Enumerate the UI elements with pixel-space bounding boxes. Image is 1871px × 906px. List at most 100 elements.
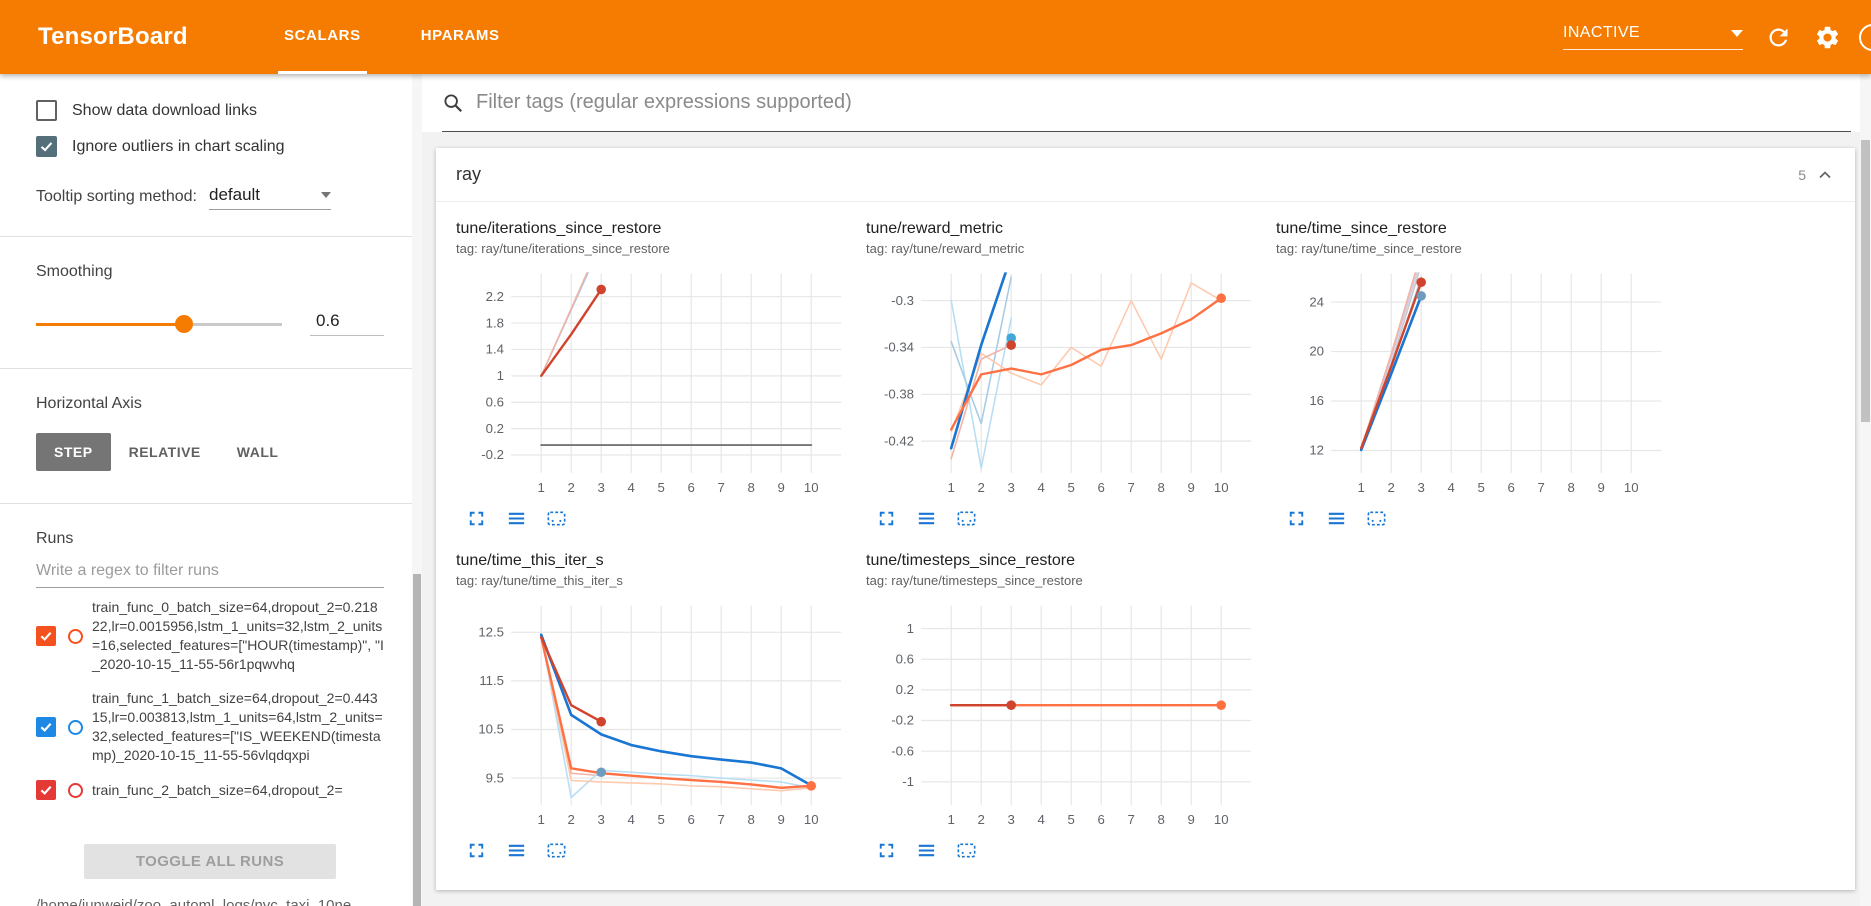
run-name: train_func_0_batch_size=64,dropout_2=0.2… <box>92 599 384 672</box>
svg-text:9: 9 <box>1188 812 1195 827</box>
svg-text:2: 2 <box>568 480 575 495</box>
settings-button[interactable] <box>1814 24 1841 51</box>
horizontal-axis-label: Horizontal Axis <box>36 395 142 412</box>
sidebar-scrollbar-thumb[interactable] <box>413 574 421 906</box>
svg-text:4: 4 <box>1038 812 1045 827</box>
main-scrollbar-thumb[interactable] <box>1861 140 1870 422</box>
run-checkbox[interactable] <box>36 626 56 646</box>
svg-text:7: 7 <box>1128 812 1135 827</box>
run-isolate-radio[interactable] <box>68 782 83 798</box>
run-isolate-radio[interactable] <box>68 719 83 735</box>
run-checkbox[interactable] <box>36 717 56 737</box>
line-chart-plot[interactable]: 9.5 10.5 11.5 12.5 1 2 3 4 5 6 7 8 9 10 <box>456 596 852 836</box>
expand-chart-icon[interactable] <box>875 507 898 530</box>
slider-track <box>36 322 282 326</box>
fit-domain-icon[interactable] <box>1365 507 1388 530</box>
tab-bar: SCALARS HPARAMS <box>278 0 554 74</box>
run-row[interactable]: train_func_2_batch_size=64,dropout_2= <box>36 780 384 800</box>
tag-filter-row <box>422 74 1871 132</box>
svg-text:0.2: 0.2 <box>486 421 504 436</box>
fit-domain-icon[interactable] <box>545 839 568 862</box>
checkbox-label: Ignore outliers in chart scaling <box>72 137 285 155</box>
svg-text:4: 4 <box>628 480 635 495</box>
ray-section-card: ray 5 tune/iterations_since_restore tag: … <box>436 148 1855 890</box>
line-chart-plot[interactable]: -0.42 -0.38 -0.34 -0.3 1 2 3 4 5 6 7 8 9 10 <box>866 264 1262 504</box>
tab-hparams[interactable]: HPARAMS <box>420 27 500 44</box>
chart-toolbar <box>1276 507 1672 530</box>
line-chart-plot[interactable]: -1 -0.6 -0.2 0.2 0.6 1 1 2 3 4 5 6 7 8 9 10 <box>866 596 1262 836</box>
data-status-value: INACTIVE <box>1563 24 1640 41</box>
run-row[interactable]: train_func_1_batch_size=64,dropout_2=0.4… <box>36 689 384 765</box>
svg-text:9.5: 9.5 <box>486 770 504 785</box>
runs-filter-input[interactable] <box>36 552 384 588</box>
run-selector-icon[interactable] <box>915 839 938 862</box>
chart-tag-subtitle: tag: ray/tune/timesteps_since_restore <box>866 573 1083 588</box>
axis-step-button[interactable]: STEP <box>36 433 111 471</box>
fit-domain-icon[interactable] <box>955 839 978 862</box>
tab-scalars[interactable]: SCALARS <box>278 0 367 74</box>
svg-text:2: 2 <box>978 812 985 827</box>
svg-text:9: 9 <box>1188 480 1195 495</box>
chart-tag-subtitle: tag: ray/tune/iterations_since_restore <box>456 241 670 256</box>
refresh-button[interactable] <box>1765 24 1792 51</box>
show-download-links-checkbox[interactable]: Show data download links <box>36 100 384 121</box>
expand-chart-icon[interactable] <box>465 839 488 862</box>
runs-label: Runs <box>36 530 74 547</box>
toggle-all-runs-button[interactable]: TOGGLE ALL RUNS <box>84 844 336 879</box>
svg-text:5: 5 <box>1068 480 1075 495</box>
header-toolbar: TensorBoard SCALARS HPARAMS INACTIVE <box>0 0 1871 74</box>
run-selector-icon[interactable] <box>1325 507 1348 530</box>
run-selector-icon[interactable] <box>505 839 528 862</box>
svg-text:1: 1 <box>1358 480 1365 495</box>
smoothing-value-input[interactable]: 0.6 <box>310 311 384 336</box>
run-isolate-radio[interactable] <box>68 628 83 644</box>
chart-tag-subtitle: tag: ray/tune/time_this_iter_s <box>456 573 623 588</box>
main-panel: ray 5 tune/iterations_since_restore tag: … <box>422 74 1871 906</box>
expand-chart-icon[interactable] <box>465 507 488 530</box>
svg-text:8: 8 <box>748 480 755 495</box>
run-checkbox[interactable] <box>36 780 56 800</box>
divider <box>0 503 412 504</box>
svg-text:1: 1 <box>907 621 914 636</box>
smoothing-slider[interactable] <box>36 314 282 333</box>
sidebar: Show data download links Ignore outliers… <box>0 74 412 906</box>
expand-chart-icon[interactable] <box>875 839 898 862</box>
main-scrollbar[interactable] <box>1860 74 1871 906</box>
fit-domain-icon[interactable] <box>545 507 568 530</box>
chart-title: tune/time_this_iter_s <box>456 552 604 569</box>
run-selector-icon[interactable] <box>915 507 938 530</box>
svg-text:1.8: 1.8 <box>486 315 504 330</box>
svg-text:8: 8 <box>748 812 755 827</box>
svg-text:10: 10 <box>804 480 819 495</box>
app-title: TensorBoard <box>38 23 188 50</box>
ignore-outliers-checkbox[interactable]: Ignore outliers in chart scaling <box>36 136 384 157</box>
data-status-dropdown[interactable]: INACTIVE <box>1563 24 1743 50</box>
axis-relative-button[interactable]: RELATIVE <box>111 433 219 471</box>
svg-text:5: 5 <box>1068 812 1075 827</box>
svg-text:-0.2: -0.2 <box>481 447 504 462</box>
run-selector-icon[interactable] <box>505 507 528 530</box>
line-chart-plot[interactable]: -0.2 0.2 0.6 1 1.4 1.8 2.2 1 2 3 4 5 6 7 8 9 10 <box>456 264 852 504</box>
filter-tags-input[interactable] <box>476 91 1851 114</box>
fit-domain-icon[interactable] <box>955 507 978 530</box>
svg-text:9: 9 <box>1598 480 1605 495</box>
sidebar-scrollbar[interactable] <box>412 74 422 906</box>
chart-card: tune/iterations_since_restore tag: ray/tu… <box>456 220 852 530</box>
section-header[interactable]: ray 5 <box>436 148 1855 202</box>
svg-text:2: 2 <box>568 812 575 827</box>
axis-wall-button[interactable]: WALL <box>219 433 297 471</box>
expand-chart-icon[interactable] <box>1285 507 1308 530</box>
svg-text:3: 3 <box>1418 480 1425 495</box>
tooltip-sorting-value: default <box>208 185 261 204</box>
chevron-up-icon[interactable] <box>1815 165 1835 185</box>
svg-text:6: 6 <box>1098 480 1105 495</box>
run-row[interactable]: train_func_0_batch_size=64,dropout_2=0.2… <box>36 598 384 674</box>
chart-tag-subtitle: tag: ray/tune/reward_metric <box>866 241 1025 256</box>
runs-list: train_func_0_batch_size=64,dropout_2=0.2… <box>36 598 384 836</box>
chart-toolbar <box>866 507 1262 530</box>
tooltip-sorting-dropdown[interactable]: default <box>208 185 331 210</box>
slider-thumb[interactable] <box>174 314 193 333</box>
svg-text:0.2: 0.2 <box>896 682 914 697</box>
svg-text:11.5: 11.5 <box>479 673 504 688</box>
